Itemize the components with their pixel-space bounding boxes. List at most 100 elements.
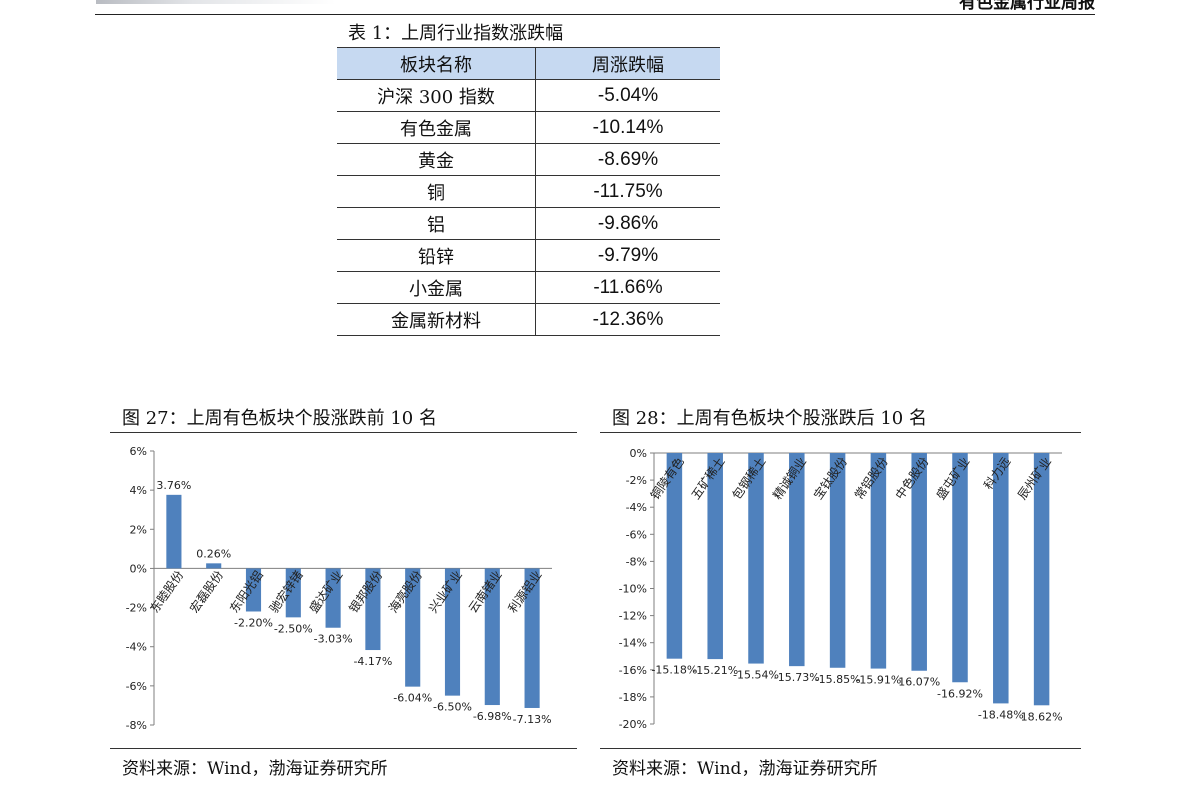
data-label: 3.76% [156,479,191,492]
bar [365,568,381,651]
figure-28-top-rule [600,432,1081,433]
data-label: -16.92% [937,687,983,700]
bar [748,453,764,664]
data-label: -15.85% [815,673,861,686]
figure-27-title: 图 27：上周有色板块个股涨跌前 10 名 [122,408,437,429]
bar [484,568,500,706]
weekly-change: -11.66% [535,271,720,304]
y-tick-label: -4% [126,641,147,654]
company-logo [96,0,336,4]
header-divider [95,14,1095,15]
bar [444,568,461,696]
bar [829,453,846,668]
table-row: 金属新材料 -12.36% [337,303,720,336]
sector-name: 黄金 [337,143,536,176]
bar [911,453,927,671]
figure-28-title: 图 28：上周有色板块个股涨跌后 10 名 [612,408,927,429]
report-header-title: 有色金属行业周报 [959,0,1095,13]
data-label: 18.62% [1021,710,1063,723]
sector-name: 小金属 [337,271,536,304]
bottom10-losers-chart: 0% -2% -4% -6% -8% -10% -12% -14% -16% -18% -20% -1… [619,447,1063,731]
category-label: 东睦股份 [147,568,186,615]
data-label: 16.07% [898,676,940,689]
bar [245,568,262,612]
sector-name: 铜 [337,175,536,208]
bar [524,568,540,708]
y-tick-label: -14% [619,637,647,650]
table-row: 黄金 -8.69% [337,143,720,176]
y-tick-label: -16% [619,664,647,677]
weekly-change: -11.75% [535,175,720,208]
y-tick-label: -10% [619,583,647,596]
y-tick-label: -4% [626,501,647,514]
data-label: -6.98% [473,710,512,723]
y-tick-label: 4% [130,484,147,497]
y-tick-label: -2% [126,602,147,615]
data-label: -15.73% [774,671,820,684]
bar [285,568,301,618]
data-label: -15.54% [733,669,779,682]
y-tick-label: -18% [619,691,647,704]
category-label: 宏磊股份 [186,568,226,616]
y-tick-label: -20% [619,718,647,731]
table-title: 表 1：上周行业指数涨跌幅 [348,23,564,44]
index-change-table: 板块名称 周涨跌幅 沪深 300 指数 -5.04% 有色金属 -10.14% 黄金… [337,47,720,336]
table-row: 铜 -11.75% [337,175,720,208]
bar [952,453,968,683]
table-row: 铅锌 -9.79% [337,239,720,272]
weekly-change: -5.04% [535,79,720,112]
data-label: -7.13% [513,713,552,726]
y-tick-label: -6% [626,528,647,541]
data-label: -6.04% [393,692,432,705]
table-row: 沪深 300 指数 -5.04% [337,79,720,112]
column-header-sector: 板块名称 [337,47,536,80]
y-tick-label: 6% [130,445,147,458]
weekly-change: -8.69% [535,143,720,176]
y-tick-label: -6% [126,680,147,693]
weekly-change: -10.14% [535,111,720,144]
data-label: -2.20% [234,616,273,629]
y-tick-label: -8% [126,719,147,732]
y-tick-label: 0% [630,447,647,460]
sector-name: 有色金属 [337,111,536,144]
table-row: 铝 -9.86% [337,207,720,240]
figure-27-source: 资料来源：Wind，渤海证券研究所 [122,759,388,779]
column-header-weekly-change: 周涨跌幅 [535,47,720,80]
y-tick-label: 0% [130,562,147,575]
bar [870,453,887,669]
bar [405,568,421,687]
figure-28-source: 资料来源：Wind，渤海证券研究所 [612,759,878,779]
bar [206,563,222,569]
y-tick-label: -2% [626,474,647,487]
figure-28-bottom-rule [600,748,1081,749]
bar [707,453,723,660]
data-label: -15.91% [855,674,901,687]
y-tick-label: -12% [619,610,647,623]
y-tick-label: -8% [626,555,647,568]
table-row: 小金属 -11.66% [337,271,720,304]
data-label: -3.03% [314,633,353,646]
bar [993,453,1009,704]
bar [166,494,182,569]
weekly-change: -9.79% [535,239,720,272]
data-label: -4.17% [353,655,392,668]
weekly-change: -9.86% [535,207,720,240]
bar [666,453,683,659]
y-tick-label: 2% [130,523,147,536]
sector-name: 沪深 300 指数 [337,79,536,112]
sector-name: 铝 [337,207,536,240]
weekly-change: -12.36% [535,303,720,336]
bar [1033,453,1050,706]
bar [325,568,341,628]
data-label: -18.48% [978,708,1024,721]
data-label: 0.26% [196,547,231,560]
table-header-row: 板块名称 周涨跌幅 [337,47,720,80]
sector-name: 金属新材料 [337,303,536,336]
data-label: -6.50% [433,701,472,714]
sector-name: 铅锌 [337,239,536,272]
bar [789,453,805,667]
figure-27-bottom-rule [110,748,577,749]
figure-27-top-rule [110,432,577,433]
table-row: 有色金属 -10.14% [337,111,720,144]
top10-gainers-chart: 6% 4% 2% 0% -2% -4% -6% -8% 3.76% 东睦股份 0.26% 宏磊股份 -2… [126,445,552,732]
